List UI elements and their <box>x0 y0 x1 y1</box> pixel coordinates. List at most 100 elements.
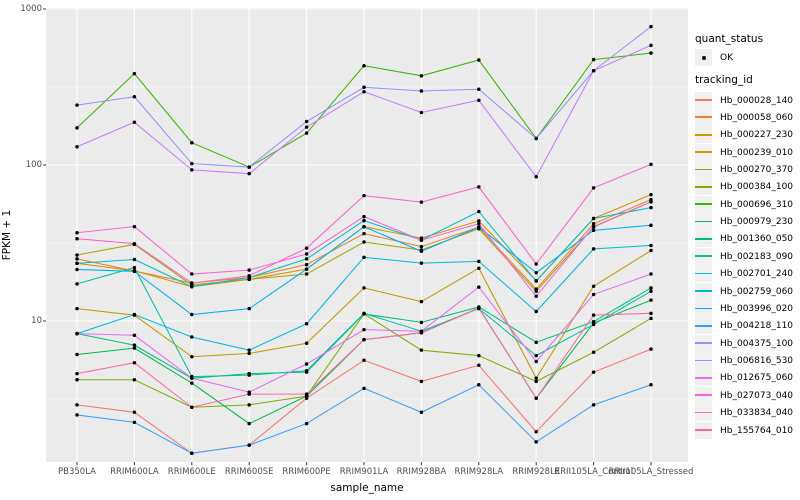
data-point <box>75 306 79 311</box>
data-point <box>247 171 251 176</box>
data-point <box>534 340 538 345</box>
x-axis-title: sample_name <box>330 482 404 494</box>
data-point <box>534 175 538 179</box>
data-point <box>190 272 194 276</box>
data-point <box>419 244 424 249</box>
legend-item-quant-status-ok: OK <box>695 49 799 66</box>
legend-key-box <box>695 317 712 335</box>
data-point <box>419 110 424 115</box>
data-point <box>75 282 79 286</box>
data-point <box>362 358 366 363</box>
data-point <box>591 224 596 229</box>
data-point <box>304 119 309 124</box>
data-point <box>649 248 653 253</box>
legend-item-label: Hb_004375_100 <box>720 338 794 349</box>
legend-item-Hb_001360_050: Hb_001360_050 <box>695 230 799 248</box>
x-tick-label: RRIM600SE <box>224 467 274 477</box>
x-tick-label: RRII105LA_Control <box>554 467 633 477</box>
legend-line-swatch <box>695 185 712 188</box>
data-point <box>534 136 538 141</box>
data-point <box>132 257 137 262</box>
data-point <box>304 246 309 250</box>
data-point <box>75 253 79 257</box>
legend-line-swatch <box>695 255 712 258</box>
data-point <box>649 205 653 210</box>
data-point <box>419 379 424 384</box>
x-tick-label: RRIM901LA <box>339 467 389 477</box>
data-point <box>591 186 596 190</box>
data-point <box>362 240 366 244</box>
legend-item-label: Hb_000058_060 <box>720 112 794 123</box>
data-point <box>534 379 538 384</box>
legend-item-Hb_004218_110: Hb_004218_110 <box>695 317 799 335</box>
legend-item-label: Hb_000227_230 <box>720 130 794 141</box>
data-point <box>304 421 309 426</box>
data-point <box>362 337 366 342</box>
legend-line-swatch <box>695 377 712 379</box>
data-point <box>132 346 137 350</box>
data-point <box>649 286 653 290</box>
data-point <box>591 313 596 317</box>
legend-item-Hb_003996_020: Hb_003996_020 <box>695 299 799 317</box>
data-point <box>649 223 653 227</box>
legend-line-swatch <box>695 168 712 171</box>
legend-item-Hb_000384_100: Hb_000384_100 <box>695 178 799 196</box>
data-point <box>190 312 194 317</box>
data-point <box>649 24 653 29</box>
data-point <box>190 168 194 172</box>
legend-key-box <box>695 230 712 248</box>
data-point <box>477 225 481 229</box>
data-point <box>591 216 596 221</box>
legend-item-Hb_004375_100: Hb_004375_100 <box>695 334 799 352</box>
legend-item-label: Hb_000696_310 <box>720 199 794 210</box>
data-point <box>591 370 596 374</box>
data-point <box>75 378 79 382</box>
x-tick-label: RRII105LA_Stressed <box>608 467 694 477</box>
data-point <box>304 252 309 256</box>
data-point <box>247 421 251 426</box>
legend-item-label: Hb_155764_010 <box>720 425 794 436</box>
legend-item-Hb_000227_230: Hb_000227_230 <box>695 126 799 144</box>
data-point <box>591 228 596 233</box>
data-point <box>304 368 309 373</box>
data-point <box>362 311 366 316</box>
data-point <box>75 126 79 130</box>
data-point <box>419 249 424 253</box>
data-point <box>419 348 424 352</box>
x-tick-label: RRIM600LE <box>167 467 216 477</box>
data-point <box>649 347 653 351</box>
legend-key-box <box>695 213 712 231</box>
legend-line-swatch <box>695 342 712 344</box>
y-tick-label: 10 <box>31 316 42 326</box>
legend-line-swatch <box>695 429 712 431</box>
data-point <box>75 261 79 266</box>
data-point <box>132 71 137 76</box>
data-point <box>534 279 538 283</box>
plot-panel <box>46 8 688 462</box>
data-point <box>362 386 366 391</box>
legend-line-swatch <box>695 151 712 153</box>
data-point <box>75 331 79 336</box>
legend-key-box <box>695 49 712 66</box>
data-point <box>477 306 481 310</box>
y-tick-label: 100 <box>25 160 42 170</box>
legend-item-Hb_002183_090: Hb_002183_090 <box>695 247 799 265</box>
legend-item-Hb_002701_240: Hb_002701_240 <box>695 265 799 283</box>
data-point <box>190 451 194 455</box>
legend-item-label: Hb_027073_040 <box>720 390 794 401</box>
data-point <box>362 224 366 229</box>
legend-key-box <box>695 143 712 161</box>
data-point <box>362 255 366 260</box>
data-point <box>75 352 79 357</box>
legend-item-label: Hb_033834_040 <box>720 408 794 419</box>
legend-item-Hb_033834_040: Hb_033834_040 <box>695 404 799 422</box>
data-point <box>75 257 79 261</box>
data-point <box>132 269 137 274</box>
data-point <box>362 214 366 219</box>
data-point <box>591 68 596 73</box>
data-point <box>75 403 79 407</box>
data-point <box>304 341 309 346</box>
data-point <box>132 378 137 382</box>
data-point <box>591 322 596 327</box>
data-point <box>649 199 653 204</box>
